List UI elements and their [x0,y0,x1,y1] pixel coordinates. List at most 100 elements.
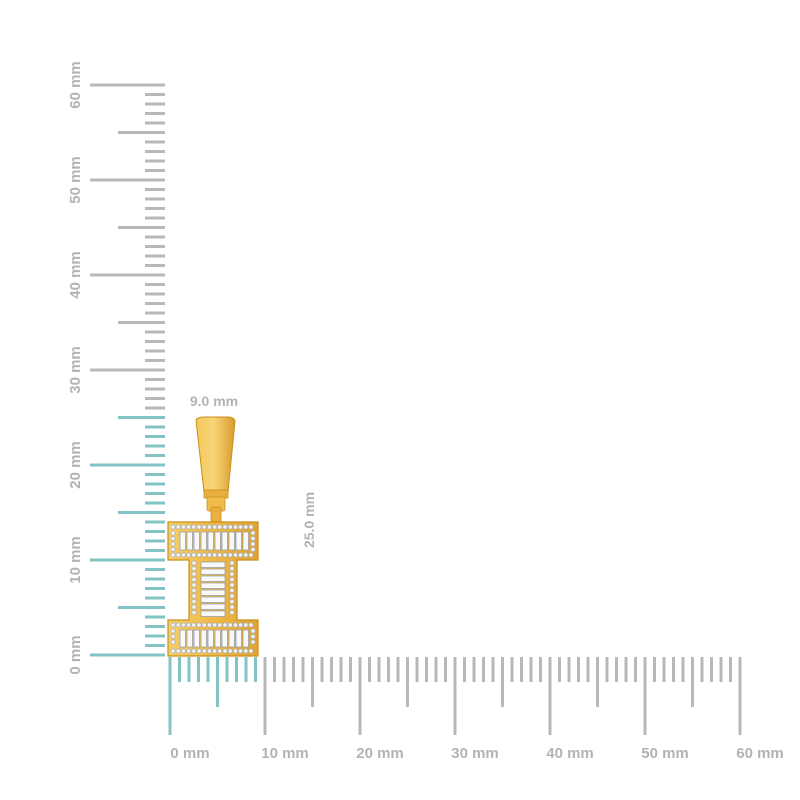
round-diamond [238,622,244,628]
round-diamond [170,530,176,536]
round-diamond [201,552,207,558]
baguette-diamond [214,629,221,648]
round-diamond [217,552,223,558]
round-diamond [217,622,223,628]
round-diamond [229,582,235,588]
round-diamond [217,648,223,654]
vertical-ruler-label: 0 mm [67,635,84,674]
round-diamond [186,648,192,654]
baguette-diamond [200,610,226,617]
baguette-diamond [242,531,249,551]
round-diamond [201,648,207,654]
baguette-diamond [242,629,249,648]
round-diamond [250,639,256,645]
round-diamond [243,648,249,654]
round-diamond [229,593,235,599]
round-diamond [212,648,218,654]
baguette-diamond [200,582,226,589]
round-diamond [170,622,176,628]
baguette-diamond [200,589,226,596]
round-diamond [186,622,192,628]
round-diamond [250,546,256,552]
baguette-diamond [200,531,207,551]
vertical-ruler: 0 mm 10 mm 20 mm 30 mm 40 mm 50 mm 60 mm [67,61,165,675]
round-diamond [222,524,228,530]
round-diamond [212,524,218,530]
round-diamond [250,535,256,541]
round-diamond [191,598,197,604]
round-diamond [206,622,212,628]
round-diamond [222,648,228,654]
round-diamond [170,648,176,654]
round-diamond [191,571,197,577]
baguette-diamond [179,629,186,648]
round-diamond [191,524,197,530]
round-diamond [180,648,186,654]
round-diamond [191,587,197,593]
round-diamond [222,622,228,628]
round-diamond [238,552,244,558]
round-diamond [186,524,192,530]
baguette-diamond [186,531,193,551]
round-diamond [201,524,207,530]
round-diamond [191,560,197,566]
horizontal-ruler-label: 60 mm [736,745,784,762]
round-diamond [170,633,176,639]
vertical-ruler-label: 50 mm [67,156,84,204]
baguette-diamond [214,531,221,551]
round-diamond [232,552,238,558]
round-diamond [232,622,238,628]
round-diamond [227,552,233,558]
baguette-diamond [207,629,214,648]
round-diamond [206,552,212,558]
vertical-ruler-label: 40 mm [67,251,84,299]
round-diamond [243,552,249,558]
round-diamond [170,546,176,552]
baguette-diamond [221,629,228,648]
baguette-diamond [228,629,235,648]
round-diamond [250,530,256,536]
vertical-ruler-label: 60 mm [67,61,84,109]
round-diamond [191,593,197,599]
baguette-diamond [193,531,200,551]
round-diamond [191,565,197,571]
round-diamond [175,648,181,654]
round-diamond [232,524,238,530]
round-diamond [170,552,176,558]
round-diamond [227,622,233,628]
baguette-diamond [179,531,186,551]
round-diamond [191,582,197,588]
round-diamond [250,628,256,634]
pendant-bail [195,416,236,526]
round-diamond [175,524,181,530]
horizontal-ruler-label: 50 mm [641,745,689,762]
round-diamond [170,541,176,547]
round-diamond [229,565,235,571]
baguette-diamond [228,531,235,551]
height-dimension-label: 25.0 mm [301,492,317,548]
baguette-diamond [235,629,242,648]
round-diamond [201,622,207,628]
baguette-diamond [193,629,200,648]
horizontal-ruler: 0 mm 10 mm 20 mm 30 mm 40 mm 50 mm 60 mm [168,657,784,762]
round-diamond [227,648,233,654]
baguette-diamond [221,531,228,551]
round-diamond [229,560,235,566]
round-diamond [175,622,181,628]
round-diamond [191,609,197,615]
baguette-diamond [207,531,214,551]
round-diamond [196,524,202,530]
baguette-diamond [235,531,242,551]
round-diamond [170,639,176,645]
round-diamond [250,633,256,639]
round-diamond [229,571,235,577]
round-diamond [196,552,202,558]
round-diamond [180,622,186,628]
horizontal-ruler-label: 20 mm [356,745,404,762]
round-diamond [243,524,249,530]
round-diamond [191,648,197,654]
round-diamond [238,648,244,654]
round-diamond [229,598,235,604]
round-diamond [248,552,254,558]
